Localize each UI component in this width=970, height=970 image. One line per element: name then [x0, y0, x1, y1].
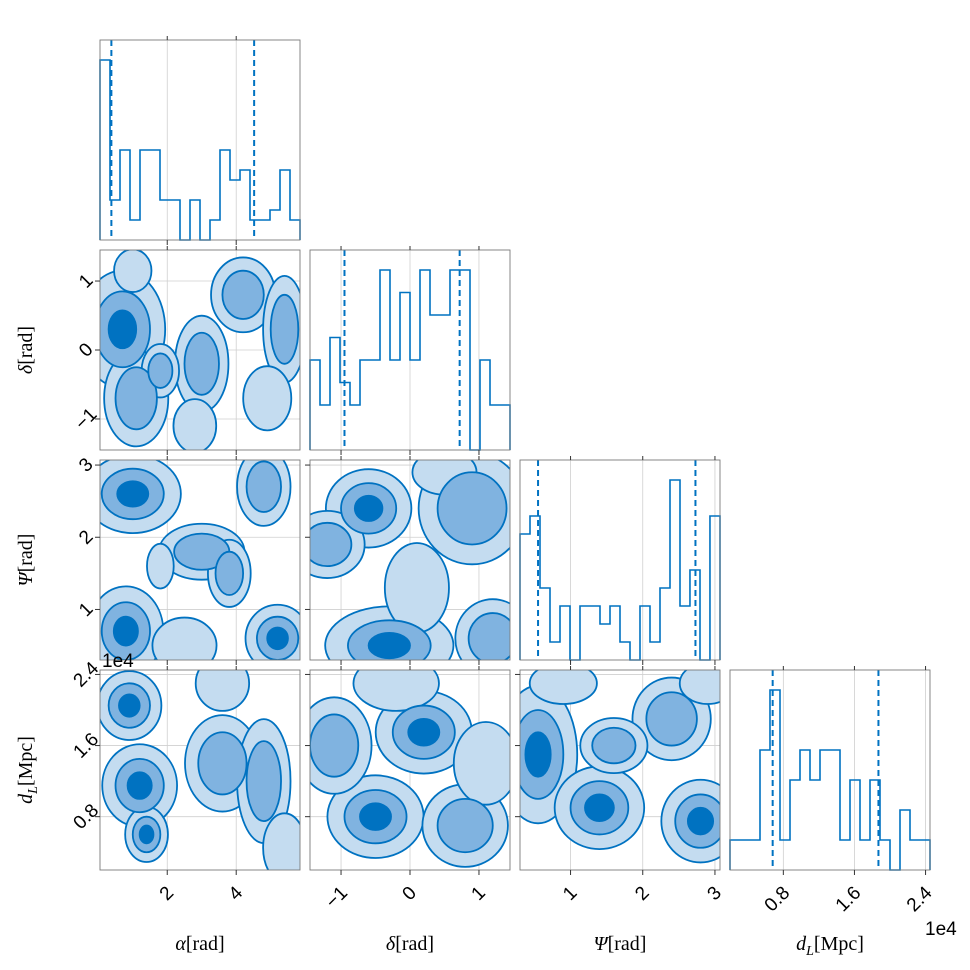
x-tick-label: −1: [322, 883, 352, 913]
contour-level-3-blob: [353, 494, 384, 522]
contour-level-3-blob: [407, 717, 441, 747]
contour-level-3-blob: [107, 309, 138, 350]
panel-frame: [519, 669, 721, 871]
contour-level-3-blob: [524, 731, 552, 778]
x-axis-title-psi: Ψ[rad]: [594, 933, 647, 955]
contour-level-2-blob: [467, 612, 510, 660]
x-axis-title-delta: δ[rad]: [386, 933, 434, 955]
y-tick-label: 1.6: [70, 729, 104, 763]
x-tick-label: 0.8: [761, 883, 795, 917]
histogram-steps: [729, 689, 931, 871]
contour-panel-alpha-delta: [99, 249, 301, 451]
histogram-panel-dL: [729, 669, 931, 871]
y-tick-label: 0.8: [70, 800, 104, 834]
contour-level-1-blob: [452, 721, 510, 806]
contour-level-1-blob: [678, 670, 720, 705]
contour-level-2-blob: [310, 713, 360, 778]
panel-frame: [99, 39, 301, 241]
contour-level-1-blob: [194, 670, 251, 712]
contour-level-2-blob: [183, 331, 220, 396]
contour-level-2-blob: [310, 521, 353, 568]
x-tick-label: 4: [225, 882, 248, 905]
contour-level-2-blob: [147, 352, 174, 389]
contour-level-1-blob: [146, 542, 175, 590]
contour-panel-psi-dL: [519, 669, 721, 871]
contour-level-2-blob: [245, 740, 282, 823]
contour-level-1-blob: [242, 365, 293, 432]
contour-level-3-blob: [266, 626, 289, 651]
contour-level-1-blob: [352, 670, 440, 712]
contour-level-3-blob: [112, 615, 139, 647]
panel-frame: [99, 459, 301, 661]
contour-panel-alpha-dL: [99, 669, 301, 871]
contour-level-3-blob: [584, 793, 615, 823]
contour-level-3-blob: [126, 771, 153, 800]
x-tick-label: 1: [468, 883, 490, 905]
histogram-steps: [519, 479, 721, 661]
contour-level-1-blob: [151, 616, 218, 660]
y-tick-label: 2.4: [70, 658, 104, 692]
contour-level-2-blob: [245, 460, 282, 513]
y-axis-title-psi: Ψ[rad]: [15, 534, 37, 587]
contour-level-1-blob: [113, 250, 153, 293]
histogram-panel-alpha: [99, 39, 301, 241]
y-axis-title-delta: δ[rad]: [15, 326, 37, 374]
y-tick-label: 2: [75, 526, 97, 548]
x-tick-label: 1: [559, 883, 581, 905]
x-axis-title-dL: dL[Mpc]: [796, 933, 864, 959]
x-tick-label: 0: [399, 883, 421, 905]
contour-panel-delta-dL: [309, 669, 511, 871]
x-tick-label: 3: [704, 883, 726, 905]
y-offset-label: 1e4: [102, 651, 134, 672]
contour-level-3-blob: [686, 806, 715, 836]
panel-frame: [519, 459, 721, 661]
contour-level-2-blob: [221, 269, 265, 320]
histogram-steps: [99, 59, 301, 241]
contour-level-2-blob: [214, 550, 245, 596]
x-tick-label: 2: [156, 883, 178, 905]
contour-level-3-blob: [138, 824, 155, 845]
x-axis-title-alpha: α[rad]: [175, 933, 224, 955]
y-tick-label: 3: [75, 454, 97, 476]
contour-level-1-blob: [172, 398, 218, 450]
y-tick-label: 1: [75, 599, 97, 621]
contour-level-3-blob: [359, 802, 392, 831]
y-tick-label: 1: [75, 270, 97, 292]
y-axis-title-dL: dL[Mpc]: [15, 736, 41, 804]
contour-level-2-blob: [436, 797, 494, 854]
contour-level-3-blob: [367, 632, 411, 660]
contour-panel-alpha-psi: [99, 459, 301, 661]
histogram-panel-delta: [309, 249, 511, 451]
panel-frame: [729, 669, 931, 871]
x-tick-label: 2.4: [903, 882, 937, 916]
contour-level-2-blob: [591, 726, 637, 765]
contour-level-2-blob: [114, 366, 158, 431]
panel-frame: [99, 669, 301, 871]
y-tick-label: −1: [71, 404, 101, 434]
histogram-panel-psi: [519, 459, 721, 661]
y-tick-label: 0: [75, 339, 97, 361]
x-offset-label: 1e4: [925, 919, 957, 940]
contour-level-2-blob: [436, 471, 508, 546]
contour-level-2-blob: [269, 293, 300, 365]
contour-level-2-blob: [645, 691, 698, 747]
contour-level-3-blob: [116, 480, 150, 508]
contour-level-1-blob: [262, 812, 300, 870]
contour-level-3-blob: [118, 693, 141, 718]
contour-level-2-blob: [197, 731, 248, 796]
x-tick-label: 1.6: [832, 883, 866, 917]
x-tick-label: 2: [631, 883, 653, 905]
contour-level-1-blob: [383, 542, 450, 634]
contour-level-1-blob: [528, 670, 598, 705]
contour-panel-delta-psi: [309, 459, 511, 661]
